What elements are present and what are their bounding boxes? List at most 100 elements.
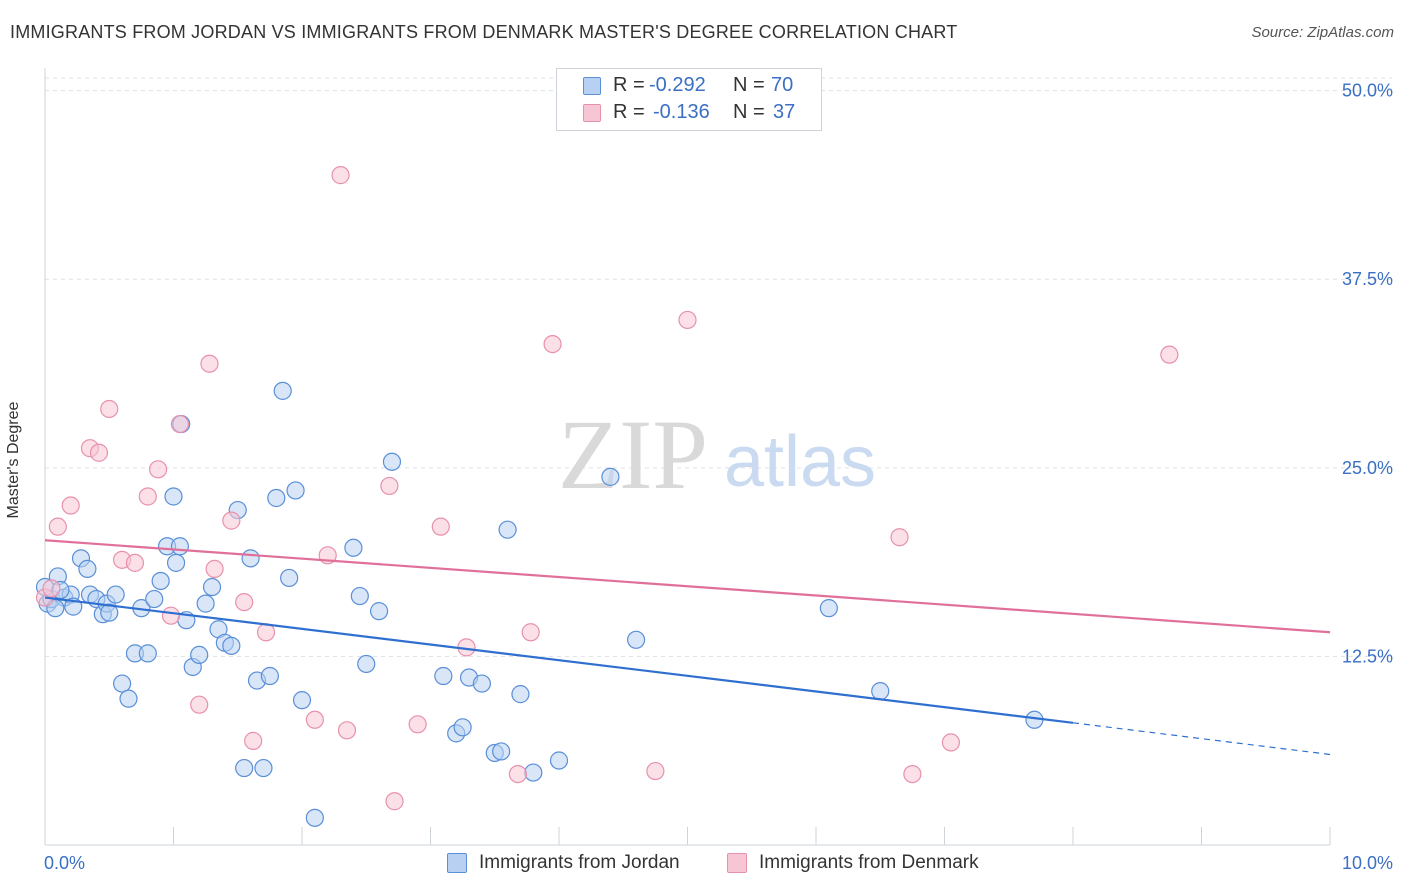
trend-lines: [44, 539, 1331, 756]
watermark-atlas: atlas: [724, 422, 876, 502]
point-denmark: [148, 460, 168, 479]
point-jordan: [819, 599, 838, 618]
point-jordan: [138, 644, 157, 663]
point-denmark: [170, 414, 190, 434]
point-jordan: [222, 636, 241, 655]
point-denmark: [678, 310, 697, 330]
point-jordan: [106, 585, 125, 604]
legend-r-label: R =: [613, 74, 645, 96]
point-denmark: [89, 443, 109, 462]
y-tick-label: 25.0%: [1342, 458, 1393, 478]
tick-labels: 12.5% 25.0% 37.5% 50.0% 0.0% 10.0%: [44, 81, 1393, 873]
trend-line-denmark: [44, 539, 1331, 634]
point-denmark: [61, 496, 80, 515]
point-jordan: [344, 538, 363, 557]
legend-row-denmark: R = -0.136 N = 37: [557, 100, 821, 126]
point-denmark: [380, 476, 399, 496]
point-denmark: [138, 487, 157, 506]
point-denmark: [941, 733, 961, 752]
point-jordan: [164, 487, 183, 506]
point-jordan: [434, 666, 453, 686]
watermark-zip: ZIP: [558, 399, 708, 510]
point-jordan: [254, 758, 273, 778]
point-jordan: [190, 645, 209, 664]
point-jordan: [498, 520, 517, 539]
trend-line-extension-jordan: [1072, 722, 1331, 756]
point-denmark: [205, 559, 224, 579]
point-denmark: [200, 354, 219, 373]
chart-title: IMMIGRANTS FROM JORDAN VS IMMIGRANTS FRO…: [10, 22, 958, 42]
point-jordan: [453, 718, 472, 737]
point-denmark: [190, 695, 209, 714]
point-jordan: [202, 577, 222, 597]
point-jordan: [267, 488, 286, 508]
y-tick-label: 37.5%: [1342, 269, 1393, 289]
gridlines: [45, 77, 1392, 657]
point-jordan: [350, 586, 369, 606]
point-jordan: [370, 602, 389, 621]
point-jordan: [145, 589, 164, 609]
data-points: [35, 166, 1179, 827]
legend-r-label: R =: [613, 101, 645, 123]
point-denmark: [903, 764, 922, 784]
y-tick-label: 50.0%: [1342, 81, 1393, 101]
point-denmark: [161, 606, 181, 625]
legend-swatch-jordan: [583, 77, 601, 95]
point-jordan: [119, 689, 138, 708]
point-jordan: [151, 571, 170, 591]
point-denmark: [235, 592, 254, 612]
axes: [44, 68, 1331, 846]
point-denmark: [543, 334, 562, 354]
point-jordan: [196, 594, 215, 613]
correlation-legend: R = -0.292 N = 70 R = -0.136 N = 37: [556, 68, 822, 131]
point-jordan: [511, 685, 530, 704]
watermark: ZIP atlas: [558, 399, 876, 510]
legend-n-label: N =: [733, 101, 765, 123]
series-label-jordan: Immigrants from Jordan: [479, 852, 680, 873]
legend-n-value-jordan: 70: [771, 74, 794, 96]
point-denmark: [222, 511, 241, 530]
legend-row-jordan: R = -0.292 N = 70: [557, 73, 821, 99]
trend-line-jordan: [44, 596, 1074, 724]
legend-n-value-denmark: 37: [773, 101, 796, 123]
x-tick-label-max: 10.0%: [1342, 853, 1393, 873]
point-jordan: [260, 666, 279, 686]
point-jordan: [305, 808, 324, 827]
x-tick-label-min: 0.0%: [44, 853, 85, 873]
point-denmark: [646, 761, 665, 781]
point-jordan: [78, 559, 97, 579]
point-jordan: [549, 751, 569, 770]
point-jordan: [286, 481, 305, 500]
legend-r-value-jordan: -0.292: [649, 74, 706, 96]
point-jordan: [871, 682, 890, 701]
series-swatch-jordan: [447, 853, 467, 873]
point-jordan: [280, 568, 299, 588]
point-jordan: [524, 763, 543, 782]
point-denmark: [125, 553, 145, 572]
legend-swatch-denmark: [583, 104, 601, 122]
point-jordan: [472, 674, 491, 693]
point-jordan: [166, 553, 186, 572]
point-jordan: [170, 537, 190, 556]
point-denmark: [508, 764, 527, 784]
point-jordan: [112, 674, 132, 693]
point-denmark: [408, 715, 427, 734]
series-swatch-denmark: [727, 853, 747, 873]
point-denmark: [890, 528, 909, 547]
point-jordan: [100, 603, 119, 622]
point-denmark: [331, 166, 350, 185]
series-label-denmark: Immigrants from Denmark: [759, 852, 979, 873]
point-jordan: [626, 630, 646, 649]
point-denmark: [521, 623, 540, 642]
point-denmark: [385, 792, 404, 811]
point-jordan: [292, 691, 312, 710]
y-tick-label: 12.5%: [1342, 646, 1393, 666]
point-denmark: [431, 517, 450, 536]
point-denmark: [337, 721, 357, 740]
point-jordan: [492, 742, 511, 761]
point-denmark: [48, 517, 67, 536]
point-jordan: [273, 381, 292, 400]
point-jordan: [382, 452, 402, 471]
point-denmark: [42, 579, 61, 598]
